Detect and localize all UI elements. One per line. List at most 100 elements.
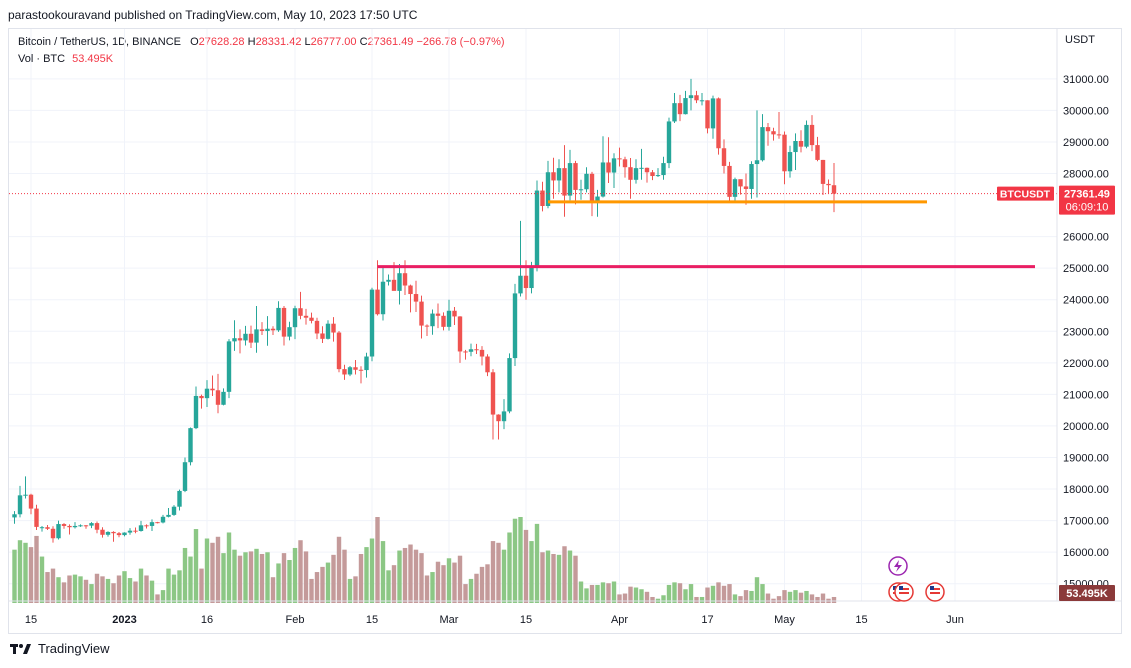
candle-body (28, 494, 34, 509)
high-value: 28331.42 (255, 36, 302, 48)
candle-body (78, 525, 83, 527)
x-tick-label: Jun (946, 614, 964, 626)
candle-body (738, 179, 743, 187)
high-label: H (247, 36, 256, 48)
volume-bar (182, 547, 188, 603)
candle-body (523, 275, 529, 289)
volume-bar (215, 536, 221, 603)
candle-body (199, 395, 204, 399)
candle-body (298, 308, 303, 316)
x-tick-label: 15 (25, 614, 37, 626)
candle-body (622, 159, 628, 168)
volume-bar (732, 594, 738, 603)
footer-brand-name[interactable]: TradingView (38, 641, 110, 656)
tradingview-logo-icon (10, 643, 31, 654)
candle-body (309, 317, 314, 321)
candle-body (424, 325, 430, 327)
candle-body (226, 341, 232, 392)
y-tick-label: 23000.00 (1063, 326, 1109, 338)
volume-bar (34, 535, 39, 603)
y-tick-label: 30000.00 (1063, 105, 1109, 117)
volume-bar (259, 553, 265, 603)
candle-body (292, 308, 298, 328)
candle-body (771, 131, 776, 135)
candle-body (133, 530, 138, 532)
volume-bar (776, 596, 782, 603)
candle-body (567, 163, 573, 196)
y-tick-label: 26000.00 (1063, 232, 1109, 244)
symbol-title[interactable]: Bitcoin / TetherUS, 1D, BINANCE (18, 36, 182, 48)
candle-body (611, 158, 617, 173)
volume-bar (325, 562, 331, 603)
candle-body (56, 524, 61, 539)
volume-label[interactable]: Vol · BTC (18, 53, 66, 65)
candle-body (166, 514, 171, 517)
volume-bar (17, 540, 23, 603)
candle-body (688, 95, 694, 99)
volume-bar (787, 591, 793, 603)
currency-label: USDT (1065, 34, 1095, 46)
volume-bar (573, 555, 578, 603)
candle-body (694, 95, 699, 101)
volume-bar (628, 586, 633, 603)
volume-bar (369, 538, 375, 603)
volume-bar (353, 576, 358, 603)
candle-body (138, 525, 144, 531)
volume-bar (265, 552, 270, 603)
volume-bar (50, 568, 56, 603)
candle-body (710, 98, 716, 129)
volume-bar (292, 547, 298, 603)
volume-bar (424, 575, 430, 603)
x-tick-label: 15 (855, 614, 867, 626)
candle-body (287, 327, 292, 337)
candle-body (529, 266, 534, 289)
candle-body (237, 338, 243, 341)
volume-bar (347, 578, 353, 603)
flag-canton (899, 586, 903, 590)
volume-bar (39, 556, 45, 603)
candle-body (468, 349, 474, 352)
x-tick-label: 15 (520, 614, 532, 626)
volume-bar (408, 544, 413, 603)
change-value: −266.78 (−0.97%) (416, 36, 505, 48)
candle-body (501, 411, 507, 422)
volume-bar (688, 584, 694, 603)
candle-body (760, 127, 765, 161)
volume-bar (320, 566, 325, 603)
volume-legend: Vol · BTC 53.495K (18, 53, 113, 65)
candle-body (556, 168, 562, 181)
volume-bar (716, 582, 721, 603)
volume-bar (303, 551, 309, 603)
volume-bar (67, 575, 72, 603)
volume-bar (12, 549, 17, 603)
volume-bar (155, 594, 160, 603)
volume-bar (188, 556, 193, 603)
symbol-legend: Bitcoin / TetherUS, 1D, BINANCE O27628.2… (18, 36, 505, 48)
price-chart[interactable]: 31000.00 30000.00 29000.00 28000.00 26000.00… (9, 29, 1121, 633)
candle-body (485, 356, 490, 373)
y-tick-label: 16000.00 (1063, 547, 1109, 559)
candle-body (336, 332, 342, 370)
open-value: 27628.28 (198, 36, 245, 48)
candle-body (787, 152, 793, 172)
volume-tag-value: 53.495K (1066, 588, 1108, 600)
flag-canton (930, 586, 934, 590)
candle-body (17, 495, 23, 515)
candle-body (507, 358, 512, 412)
x-tick-label: 2023 (112, 614, 136, 626)
volume-bar (138, 568, 144, 603)
candle-body (650, 172, 655, 177)
volume-bar (485, 564, 490, 603)
volume-bar (204, 538, 210, 603)
candle-body (248, 333, 254, 343)
candle-body (243, 333, 248, 341)
candle-body (204, 388, 210, 399)
volume-bar (210, 542, 215, 603)
close-label: C (359, 36, 368, 48)
volume-bar (589, 584, 595, 603)
flag-canton (893, 586, 897, 590)
candle-body (743, 186, 749, 189)
volume-bar (727, 584, 732, 603)
volume-bar (809, 594, 815, 603)
volume-bar (600, 582, 606, 603)
